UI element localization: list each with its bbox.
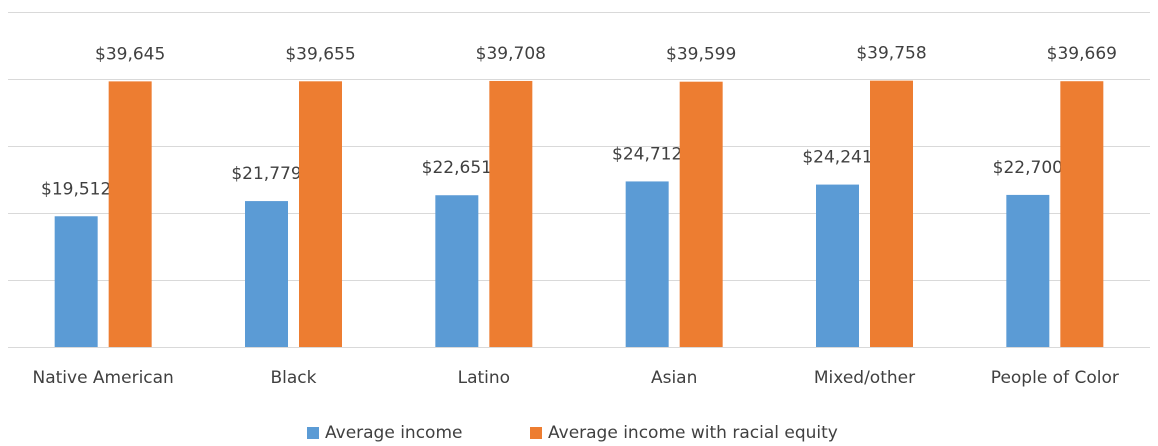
x-tick-label: Mixed/other xyxy=(814,368,915,388)
data-label: $39,758 xyxy=(856,44,926,64)
data-label: $21,779 xyxy=(231,164,301,184)
bar xyxy=(435,195,479,347)
bar xyxy=(1006,194,1050,347)
x-tick-label: People of Color xyxy=(991,368,1119,388)
data-label: $39,599 xyxy=(666,45,736,65)
bar xyxy=(299,81,342,348)
legend-label: Average income xyxy=(325,423,462,443)
legend-label: Average income with racial equity xyxy=(548,423,838,443)
data-label: $24,241 xyxy=(802,148,872,168)
data-label: $39,655 xyxy=(285,44,355,64)
bar xyxy=(245,201,288,347)
x-tick-label: Native American xyxy=(32,368,173,388)
x-tick-label: Black xyxy=(271,368,317,388)
data-label: $39,708 xyxy=(476,44,546,64)
data-label: $24,712 xyxy=(612,144,682,164)
data-label: $22,700 xyxy=(993,158,1063,178)
data-label: $19,512 xyxy=(41,179,111,199)
bar xyxy=(625,181,669,347)
legend-swatch xyxy=(307,427,319,439)
x-tick-label: Asian xyxy=(651,368,697,388)
bar xyxy=(679,81,723,347)
x-tick-label: Latino xyxy=(458,368,510,388)
bar xyxy=(489,80,533,348)
bar xyxy=(870,80,913,347)
data-label: $22,651 xyxy=(422,158,492,178)
bar xyxy=(54,216,98,347)
legend-swatch xyxy=(530,427,542,439)
data-label: $39,645 xyxy=(95,44,165,64)
bar xyxy=(816,184,859,347)
data-label: $39,669 xyxy=(1047,44,1117,64)
bar xyxy=(108,81,152,347)
bar xyxy=(1060,81,1104,347)
